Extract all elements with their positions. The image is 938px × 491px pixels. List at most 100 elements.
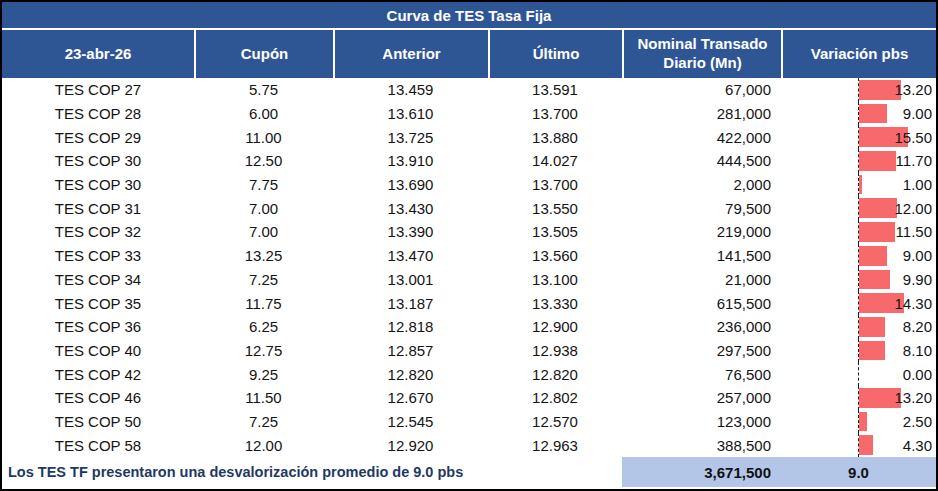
variation-value: 2.50 [903,413,936,430]
previous-rate: 12.670 [333,386,488,410]
nominal-traded: 21,000 [622,268,781,292]
variation-value: 4.30 [903,437,936,454]
coupon-value: 11.00 [194,125,333,149]
variation-value: 11.70 [896,152,936,169]
previous-rate: 13.001 [333,268,488,292]
variation-cell: 1.00 [781,173,936,197]
variation-value: 9.00 [903,247,936,264]
variation-cell: 13.20 [781,386,936,410]
last-rate: 13.330 [488,291,622,315]
variation-databar [859,317,885,337]
variation-databar [859,175,862,195]
last-rate: 12.802 [488,386,622,410]
nominal-traded: 141,500 [622,244,781,268]
variation-cell: 9.00 [781,244,936,268]
bond-name: TES COP 27 [2,78,194,102]
nominal-traded: 76,500 [622,362,781,386]
coupon-value: 7.00 [194,196,333,220]
coupon-value: 11.75 [194,291,333,315]
last-rate: 13.880 [488,125,622,149]
table-row: TES COP 58 12.00 12.920 12.963 388,500 4… [2,433,936,457]
coupon-value: 9.25 [194,362,333,386]
last-rate: 13.505 [488,220,622,244]
variation-databar [859,435,873,455]
variation-cell: 9.90 [781,268,936,292]
coupon-value: 6.25 [194,315,333,339]
previous-rate: 12.857 [333,339,488,363]
table-row: TES COP 50 7.25 12.545 12.570 123,000 2.… [2,410,936,434]
variation-cell: 9.00 [781,102,936,126]
nominal-traded: 257,000 [622,386,781,410]
table-row: TES COP 34 7.25 13.001 13.100 21,000 9.9… [2,268,936,292]
table-row: TES COP 42 9.25 12.820 12.820 76,500 0.0… [2,362,936,386]
previous-rate: 13.470 [333,244,488,268]
table-footer-row: Los TES TF presentaron una desvalorizaci… [2,457,936,487]
table-row: TES COP 35 11.75 13.187 13.330 615,500 1… [2,291,936,315]
table-row: TES COP 31 7.00 13.430 13.550 79,500 12.… [2,196,936,220]
column-header-anterior: Anterior [333,30,488,78]
coupon-value: 13.25 [194,244,333,268]
variation-cell: 15.50 [781,125,936,149]
column-header-ultimo: Último [488,30,622,78]
previous-rate: 13.390 [333,220,488,244]
table-row: TES COP 33 13.25 13.470 13.560 141,500 9… [2,244,936,268]
table-row: TES COP 29 11.00 13.725 13.880 422,000 1… [2,125,936,149]
column-header-date: 23-abr-26 [2,30,194,78]
variation-value: 14.30 [894,295,936,312]
variation-cell: 8.10 [781,339,936,363]
last-rate: 13.100 [488,268,622,292]
column-header-variacion: Variación pbs [781,30,936,78]
variation-cell: 0.00 [781,362,936,386]
variation-cell: 11.70 [781,149,936,173]
nominal-traded: 2,000 [622,173,781,197]
last-rate: 12.820 [488,362,622,386]
table-row: TES COP 36 6.25 12.818 12.900 236,000 8.… [2,315,936,339]
coupon-value: 7.25 [194,410,333,434]
variation-databar [859,270,890,290]
column-header-cupon: Cupón [194,30,333,78]
previous-rate: 13.725 [333,125,488,149]
variation-cell: 8.20 [781,315,936,339]
nominal-traded: 219,000 [622,220,781,244]
variation-value: 13.20 [894,389,936,406]
variation-cell: 11.50 [781,220,936,244]
bond-name: TES COP 42 [2,362,194,386]
bond-name: TES COP 34 [2,268,194,292]
table-row: TES COP 30 7.75 13.690 13.700 2,000 1.00 [2,173,936,197]
nominal-traded: 615,500 [622,291,781,315]
last-rate: 13.700 [488,173,622,197]
last-rate: 12.570 [488,410,622,434]
column-header-nominal: Nominal Transado Diario (Mn) [622,30,781,78]
last-rate: 12.963 [488,433,622,457]
total-nominal-traded: 3,671,500 [622,457,781,487]
bond-name: TES COP 35 [2,291,194,315]
nominal-traded: 236,000 [622,315,781,339]
variation-value: 8.20 [903,318,936,335]
previous-rate: 12.545 [333,410,488,434]
variation-databar [859,151,896,171]
variation-cell: 4.30 [781,433,936,457]
bond-name: TES COP 31 [2,196,194,220]
table-title: Curva de TES Tasa Fija [2,2,936,30]
bond-name: TES COP 30 [2,173,194,197]
average-variation-pbs: 9.0 [781,457,936,487]
tes-table: Curva de TES Tasa Fija 23-abr-26 Cupón A… [0,0,938,491]
last-rate: 14.027 [488,149,622,173]
variation-value: 8.10 [903,342,936,359]
bond-name: TES COP 50 [2,410,194,434]
bond-name: TES COP 32 [2,220,194,244]
previous-rate: 13.690 [333,173,488,197]
last-rate: 13.550 [488,196,622,220]
last-rate: 13.700 [488,102,622,126]
bond-name: TES COP 30 [2,149,194,173]
nominal-traded: 297,500 [622,339,781,363]
coupon-value: 11.50 [194,386,333,410]
nominal-traded: 281,000 [622,102,781,126]
table-row: TES COP 40 12.75 12.857 12.938 297,500 8… [2,339,936,363]
variation-value: 15.50 [894,129,936,146]
variation-value: 0.00 [903,366,936,383]
variation-databar [859,104,887,124]
bond-name: TES COP 46 [2,386,194,410]
nominal-traded: 79,500 [622,196,781,220]
nominal-traded: 444,500 [622,149,781,173]
